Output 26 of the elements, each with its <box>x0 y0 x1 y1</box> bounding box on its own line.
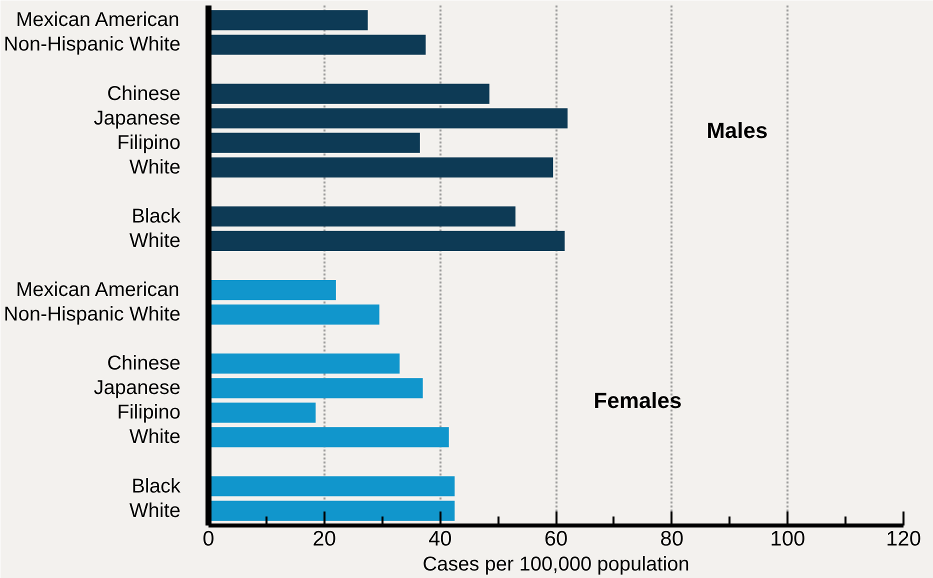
y-tick-label: Black <box>132 475 182 498</box>
x-tick-label: 100 <box>770 528 806 550</box>
text: Females <box>594 388 682 413</box>
y-tick-label: Japanese <box>94 377 181 400</box>
y-tick-label: White <box>129 230 180 252</box>
text: Males <box>706 118 768 144</box>
y-tick-label: White <box>129 426 180 448</box>
y-tick-label: Black <box>132 205 182 228</box>
x-tick-label: 0 <box>202 528 214 550</box>
x-tick-label: 80 <box>660 528 684 550</box>
y-tick-label: Mexican American <box>16 9 180 32</box>
x-tick-label: 120 <box>886 528 922 550</box>
y-tick-label: Filipino <box>117 132 180 154</box>
y-tick-label: Filipino <box>117 402 180 424</box>
y-tick-label: Chinese <box>107 352 181 375</box>
y-tick-label: Non-Hispanic White <box>4 304 181 326</box>
y-tick-label: White <box>129 500 180 522</box>
x-axis-title: Cases per 100,000 population <box>422 554 690 576</box>
y-tick-label: Japanese <box>94 107 181 130</box>
y-tick-label: Non-Hispanic White <box>4 34 181 56</box>
y-tick-label: Chinese <box>107 82 181 105</box>
y-tick-label: White <box>129 156 180 178</box>
x-tick-label: 60 <box>544 528 568 550</box>
x-tick-label: 40 <box>428 528 452 550</box>
y-tick-label: Mexican American <box>16 279 180 302</box>
x-tick-label: 20 <box>312 528 336 550</box>
